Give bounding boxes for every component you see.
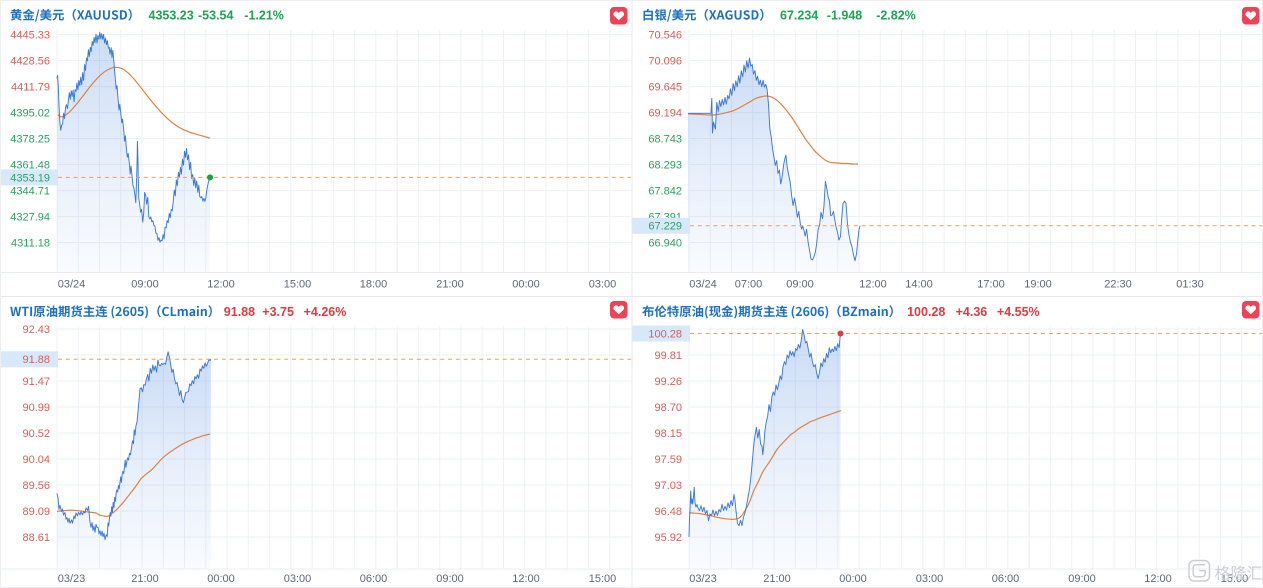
svg-text:69.194: 69.194 bbox=[648, 107, 682, 119]
svg-text:90.99: 90.99 bbox=[22, 402, 50, 414]
svg-text:4361.48: 4361.48 bbox=[10, 159, 50, 171]
svg-text:12:00: 12:00 bbox=[207, 279, 235, 291]
svg-text:67.229: 67.229 bbox=[648, 221, 682, 233]
svg-text:70.096: 70.096 bbox=[648, 55, 682, 67]
svg-text:69.645: 69.645 bbox=[648, 81, 682, 93]
svg-text:4344.71: 4344.71 bbox=[10, 185, 50, 197]
svg-text:95.92: 95.92 bbox=[654, 532, 682, 544]
svg-text:00:00: 00:00 bbox=[839, 573, 867, 585]
svg-text:67.842: 67.842 bbox=[648, 185, 682, 197]
svg-text:+4.26%: +4.26% bbox=[304, 305, 347, 319]
svg-text:99.81: 99.81 bbox=[654, 350, 682, 362]
svg-text:66.940: 66.940 bbox=[648, 237, 682, 249]
svg-text:21:00: 21:00 bbox=[131, 573, 159, 585]
svg-text:4353.23: 4353.23 bbox=[149, 9, 194, 23]
svg-text:4395.02: 4395.02 bbox=[10, 107, 50, 119]
svg-text:89.09: 89.09 bbox=[22, 506, 50, 518]
svg-text:-2.82%: -2.82% bbox=[876, 9, 916, 23]
svg-text:12:00: 12:00 bbox=[859, 279, 887, 291]
svg-text:91.88: 91.88 bbox=[22, 354, 50, 366]
svg-text:-1.21%: -1.21% bbox=[244, 9, 284, 23]
svg-text:68.293: 68.293 bbox=[648, 159, 682, 171]
svg-text:07:00: 07:00 bbox=[735, 279, 763, 291]
svg-text:+3.75: +3.75 bbox=[262, 305, 294, 319]
svg-text:98.70: 98.70 bbox=[654, 402, 682, 414]
svg-text:4445.33: 4445.33 bbox=[10, 29, 50, 41]
svg-text:97.59: 97.59 bbox=[654, 454, 682, 466]
svg-text:09:00: 09:00 bbox=[786, 279, 814, 291]
svg-text:06:00: 06:00 bbox=[360, 573, 388, 585]
svg-text:70.546: 70.546 bbox=[648, 29, 682, 41]
svg-text:-53.54: -53.54 bbox=[198, 9, 233, 23]
svg-text:88.61: 88.61 bbox=[22, 532, 50, 544]
svg-text:09:00: 09:00 bbox=[436, 573, 464, 585]
svg-text:90.52: 90.52 bbox=[22, 428, 50, 440]
svg-text:15:00: 15:00 bbox=[589, 573, 617, 585]
svg-text:96.48: 96.48 bbox=[654, 506, 682, 518]
svg-text:4353.19: 4353.19 bbox=[10, 172, 50, 184]
svg-text:99.26: 99.26 bbox=[654, 376, 682, 388]
svg-text:+4.36: +4.36 bbox=[956, 305, 988, 319]
svg-text:22:30: 22:30 bbox=[1104, 279, 1132, 291]
svg-text:12:00: 12:00 bbox=[1144, 573, 1172, 585]
svg-text:09:00: 09:00 bbox=[131, 279, 159, 291]
svg-text:+4.55%: +4.55% bbox=[997, 305, 1040, 319]
svg-text:06:00: 06:00 bbox=[992, 573, 1020, 585]
svg-text:19:00: 19:00 bbox=[1024, 279, 1052, 291]
svg-text:14:00: 14:00 bbox=[905, 279, 933, 291]
svg-text:00:00: 00:00 bbox=[512, 279, 540, 291]
svg-text:15:00: 15:00 bbox=[284, 279, 312, 291]
svg-text:100.28: 100.28 bbox=[648, 328, 682, 340]
svg-text:97.03: 97.03 bbox=[654, 480, 682, 492]
svg-text:67.234: 67.234 bbox=[780, 9, 818, 23]
svg-text:00:00: 00:00 bbox=[207, 573, 235, 585]
svg-text:91.47: 91.47 bbox=[22, 376, 50, 388]
svg-text:92.43: 92.43 bbox=[22, 324, 50, 336]
svg-text:03:00: 03:00 bbox=[284, 573, 312, 585]
svg-text:03/24: 03/24 bbox=[58, 279, 86, 291]
svg-text:09:00: 09:00 bbox=[1068, 573, 1096, 585]
svg-text:03/23: 03/23 bbox=[58, 573, 86, 585]
svg-text:4378.25: 4378.25 bbox=[10, 133, 50, 145]
svg-text:12:00: 12:00 bbox=[512, 573, 540, 585]
svg-text:17:00: 17:00 bbox=[977, 279, 1005, 291]
svg-text:4428.56: 4428.56 bbox=[10, 55, 50, 67]
svg-text:-1.948: -1.948 bbox=[827, 9, 862, 23]
svg-text:91.88: 91.88 bbox=[224, 305, 255, 319]
svg-text:4411.79: 4411.79 bbox=[11, 81, 50, 93]
svg-text:100.28: 100.28 bbox=[907, 305, 945, 319]
svg-text:03:00: 03:00 bbox=[589, 279, 617, 291]
svg-text:21:00: 21:00 bbox=[436, 279, 464, 291]
svg-text:98.15: 98.15 bbox=[654, 428, 682, 440]
svg-text:68.743: 68.743 bbox=[648, 133, 682, 145]
svg-text:01:30: 01:30 bbox=[1176, 279, 1204, 291]
svg-text:18:00: 18:00 bbox=[360, 279, 388, 291]
svg-text:03/24: 03/24 bbox=[689, 279, 717, 291]
svg-text:90.04: 90.04 bbox=[22, 454, 50, 466]
svg-text:03:00: 03:00 bbox=[916, 573, 944, 585]
svg-text:4311.18: 4311.18 bbox=[11, 237, 50, 249]
svg-text:4327.94: 4327.94 bbox=[10, 211, 50, 223]
svg-text:03/23: 03/23 bbox=[689, 573, 717, 585]
svg-text:89.56: 89.56 bbox=[22, 480, 50, 492]
svg-text:21:00: 21:00 bbox=[763, 573, 791, 585]
